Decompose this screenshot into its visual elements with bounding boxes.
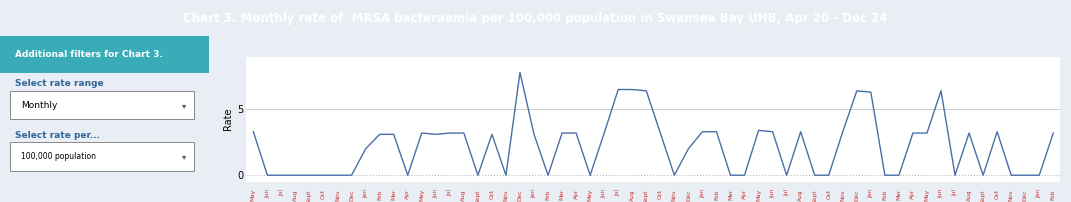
Text: Aug: Aug xyxy=(293,189,298,201)
Text: Aug: Aug xyxy=(462,189,466,201)
Text: Apr: Apr xyxy=(574,189,578,199)
Text: ▾: ▾ xyxy=(182,152,186,161)
Text: Oct: Oct xyxy=(826,189,831,199)
Text: Nov: Nov xyxy=(503,189,509,201)
Text: Jul: Jul xyxy=(952,189,957,196)
Text: Dec: Dec xyxy=(685,189,691,201)
Text: Jun: Jun xyxy=(938,189,944,198)
Text: Nov: Nov xyxy=(841,189,845,201)
Text: Sept: Sept xyxy=(307,189,312,202)
Text: Jul: Jul xyxy=(278,189,284,196)
Text: Feb: Feb xyxy=(377,189,382,200)
Text: Aug: Aug xyxy=(630,189,635,201)
Text: Feb: Feb xyxy=(545,189,550,200)
Text: Oct: Oct xyxy=(658,189,663,199)
Text: Jun: Jun xyxy=(265,189,270,198)
Text: Mar: Mar xyxy=(896,189,902,200)
Text: Select rate per...: Select rate per... xyxy=(15,131,100,140)
Text: Mar: Mar xyxy=(559,189,564,200)
Text: Apr: Apr xyxy=(405,189,410,199)
Text: Jan: Jan xyxy=(700,189,705,198)
Text: May: May xyxy=(251,189,256,201)
Text: Apr: Apr xyxy=(910,189,916,199)
Text: Oct: Oct xyxy=(995,189,999,199)
Text: Oct: Oct xyxy=(489,189,495,199)
Text: Dec: Dec xyxy=(1023,189,1028,201)
Text: Nov: Nov xyxy=(1009,189,1013,201)
Text: Jul: Jul xyxy=(448,189,452,196)
Text: May: May xyxy=(924,189,930,201)
Text: Additional filters for Chart 3.: Additional filters for Chart 3. xyxy=(15,50,163,59)
Text: May: May xyxy=(756,189,761,201)
FancyBboxPatch shape xyxy=(0,36,209,73)
Text: Jul: Jul xyxy=(784,189,789,196)
Text: Monthly: Monthly xyxy=(21,101,57,110)
Text: Feb: Feb xyxy=(714,189,719,200)
Y-axis label: Rate: Rate xyxy=(223,108,233,130)
FancyBboxPatch shape xyxy=(11,91,194,119)
Text: Dec: Dec xyxy=(349,189,355,201)
Text: Aug: Aug xyxy=(966,189,971,201)
Text: Dec: Dec xyxy=(517,189,523,201)
Text: ▾: ▾ xyxy=(182,101,186,110)
Text: Feb: Feb xyxy=(883,189,888,200)
Text: Nov: Nov xyxy=(672,189,677,201)
FancyBboxPatch shape xyxy=(11,142,194,170)
Text: Oct: Oct xyxy=(321,189,326,199)
Text: Jan: Jan xyxy=(1037,189,1042,198)
Text: Jun: Jun xyxy=(602,189,606,198)
Text: 100,000 population: 100,000 population xyxy=(21,152,96,161)
Text: Mar: Mar xyxy=(391,189,396,200)
Text: Mar: Mar xyxy=(728,189,733,200)
Text: Jun: Jun xyxy=(770,189,775,198)
Text: Select rate range: Select rate range xyxy=(15,79,103,88)
Text: Feb: Feb xyxy=(1051,189,1056,200)
Text: Jan: Jan xyxy=(869,189,873,198)
Text: Nov: Nov xyxy=(335,189,341,201)
Text: Aug: Aug xyxy=(798,189,803,201)
Text: May: May xyxy=(588,189,592,201)
Text: Apr: Apr xyxy=(742,189,748,199)
Text: Dec: Dec xyxy=(855,189,859,201)
Text: Jan: Jan xyxy=(531,189,537,198)
Text: May: May xyxy=(419,189,424,201)
Text: Sept: Sept xyxy=(644,189,649,202)
Text: Sept: Sept xyxy=(476,189,481,202)
Text: Sept: Sept xyxy=(981,189,985,202)
Text: Jun: Jun xyxy=(434,189,438,198)
Text: Chart 3. Monthly rate of  MRSA bacteraemia per 100,000 population in Swansea Bay: Chart 3. Monthly rate of MRSA bacteraemi… xyxy=(183,12,888,25)
Text: Sept: Sept xyxy=(812,189,817,202)
Text: Jan: Jan xyxy=(363,189,368,198)
Text: Jul: Jul xyxy=(616,189,621,196)
